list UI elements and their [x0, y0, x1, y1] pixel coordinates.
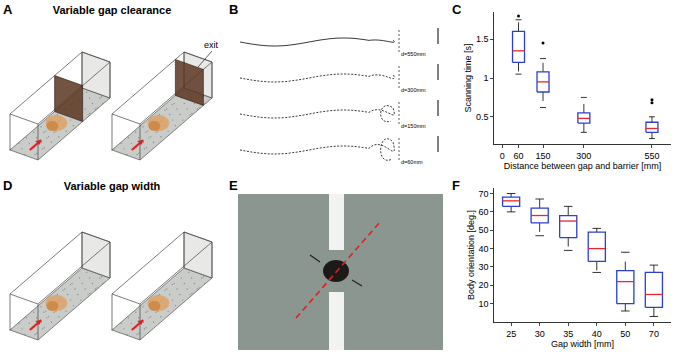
- svg-text:40: 40: [478, 244, 488, 254]
- html-text:C: C: [452, 2, 462, 17]
- svg-text:70: 70: [478, 189, 488, 199]
- svg-text:exit: exit: [204, 40, 219, 50]
- html-text:D: D: [3, 178, 13, 193]
- svg-text:50: 50: [478, 225, 488, 235]
- svg-text:1.5: 1.5: [476, 34, 489, 44]
- svg-text:50: 50: [620, 329, 630, 339]
- svg-text:150: 150: [536, 151, 551, 161]
- svg-text:Scanning time [s]: Scanning time [s]: [463, 43, 473, 112]
- svg-text:0.5: 0.5: [476, 112, 489, 122]
- html-text:F: F: [452, 178, 460, 193]
- svg-text:40: 40: [592, 329, 602, 339]
- svg-text:Variable gap width: Variable gap width: [64, 180, 161, 192]
- svg-text:60: 60: [478, 207, 488, 217]
- svg-text:300: 300: [576, 151, 591, 161]
- svg-text:Gap width [mm]: Gap width [mm]: [551, 339, 614, 349]
- html-text:E: E: [229, 178, 238, 193]
- svg-text:1: 1: [483, 73, 488, 83]
- svg-text:30: 30: [535, 329, 545, 339]
- svg-text:d=300mm: d=300mm: [401, 87, 426, 93]
- svg-text:10: 10: [478, 299, 488, 309]
- svg-text:Distance between gap and barri: Distance between gap and barrier [mm]: [504, 161, 662, 171]
- svg-text:70: 70: [649, 329, 659, 339]
- svg-text:25: 25: [506, 329, 516, 339]
- svg-text:30: 30: [478, 262, 488, 272]
- svg-text:d=150mm: d=150mm: [401, 123, 426, 129]
- svg-text:550: 550: [644, 151, 659, 161]
- svg-text:Variable gap clearance: Variable gap clearance: [53, 4, 172, 16]
- svg-text:20: 20: [478, 280, 488, 290]
- html-text:A: A: [3, 2, 13, 17]
- svg-text:d=60mm: d=60mm: [401, 159, 423, 165]
- svg-text:d=550mm: d=550mm: [401, 51, 426, 57]
- svg-text:Body orientation [deg.]: Body orientation [deg.]: [466, 210, 476, 300]
- svg-text:60: 60: [514, 151, 524, 161]
- html-text:B: B: [229, 2, 239, 17]
- svg-text:35: 35: [563, 329, 573, 339]
- svg-text:0: 0: [500, 151, 505, 161]
